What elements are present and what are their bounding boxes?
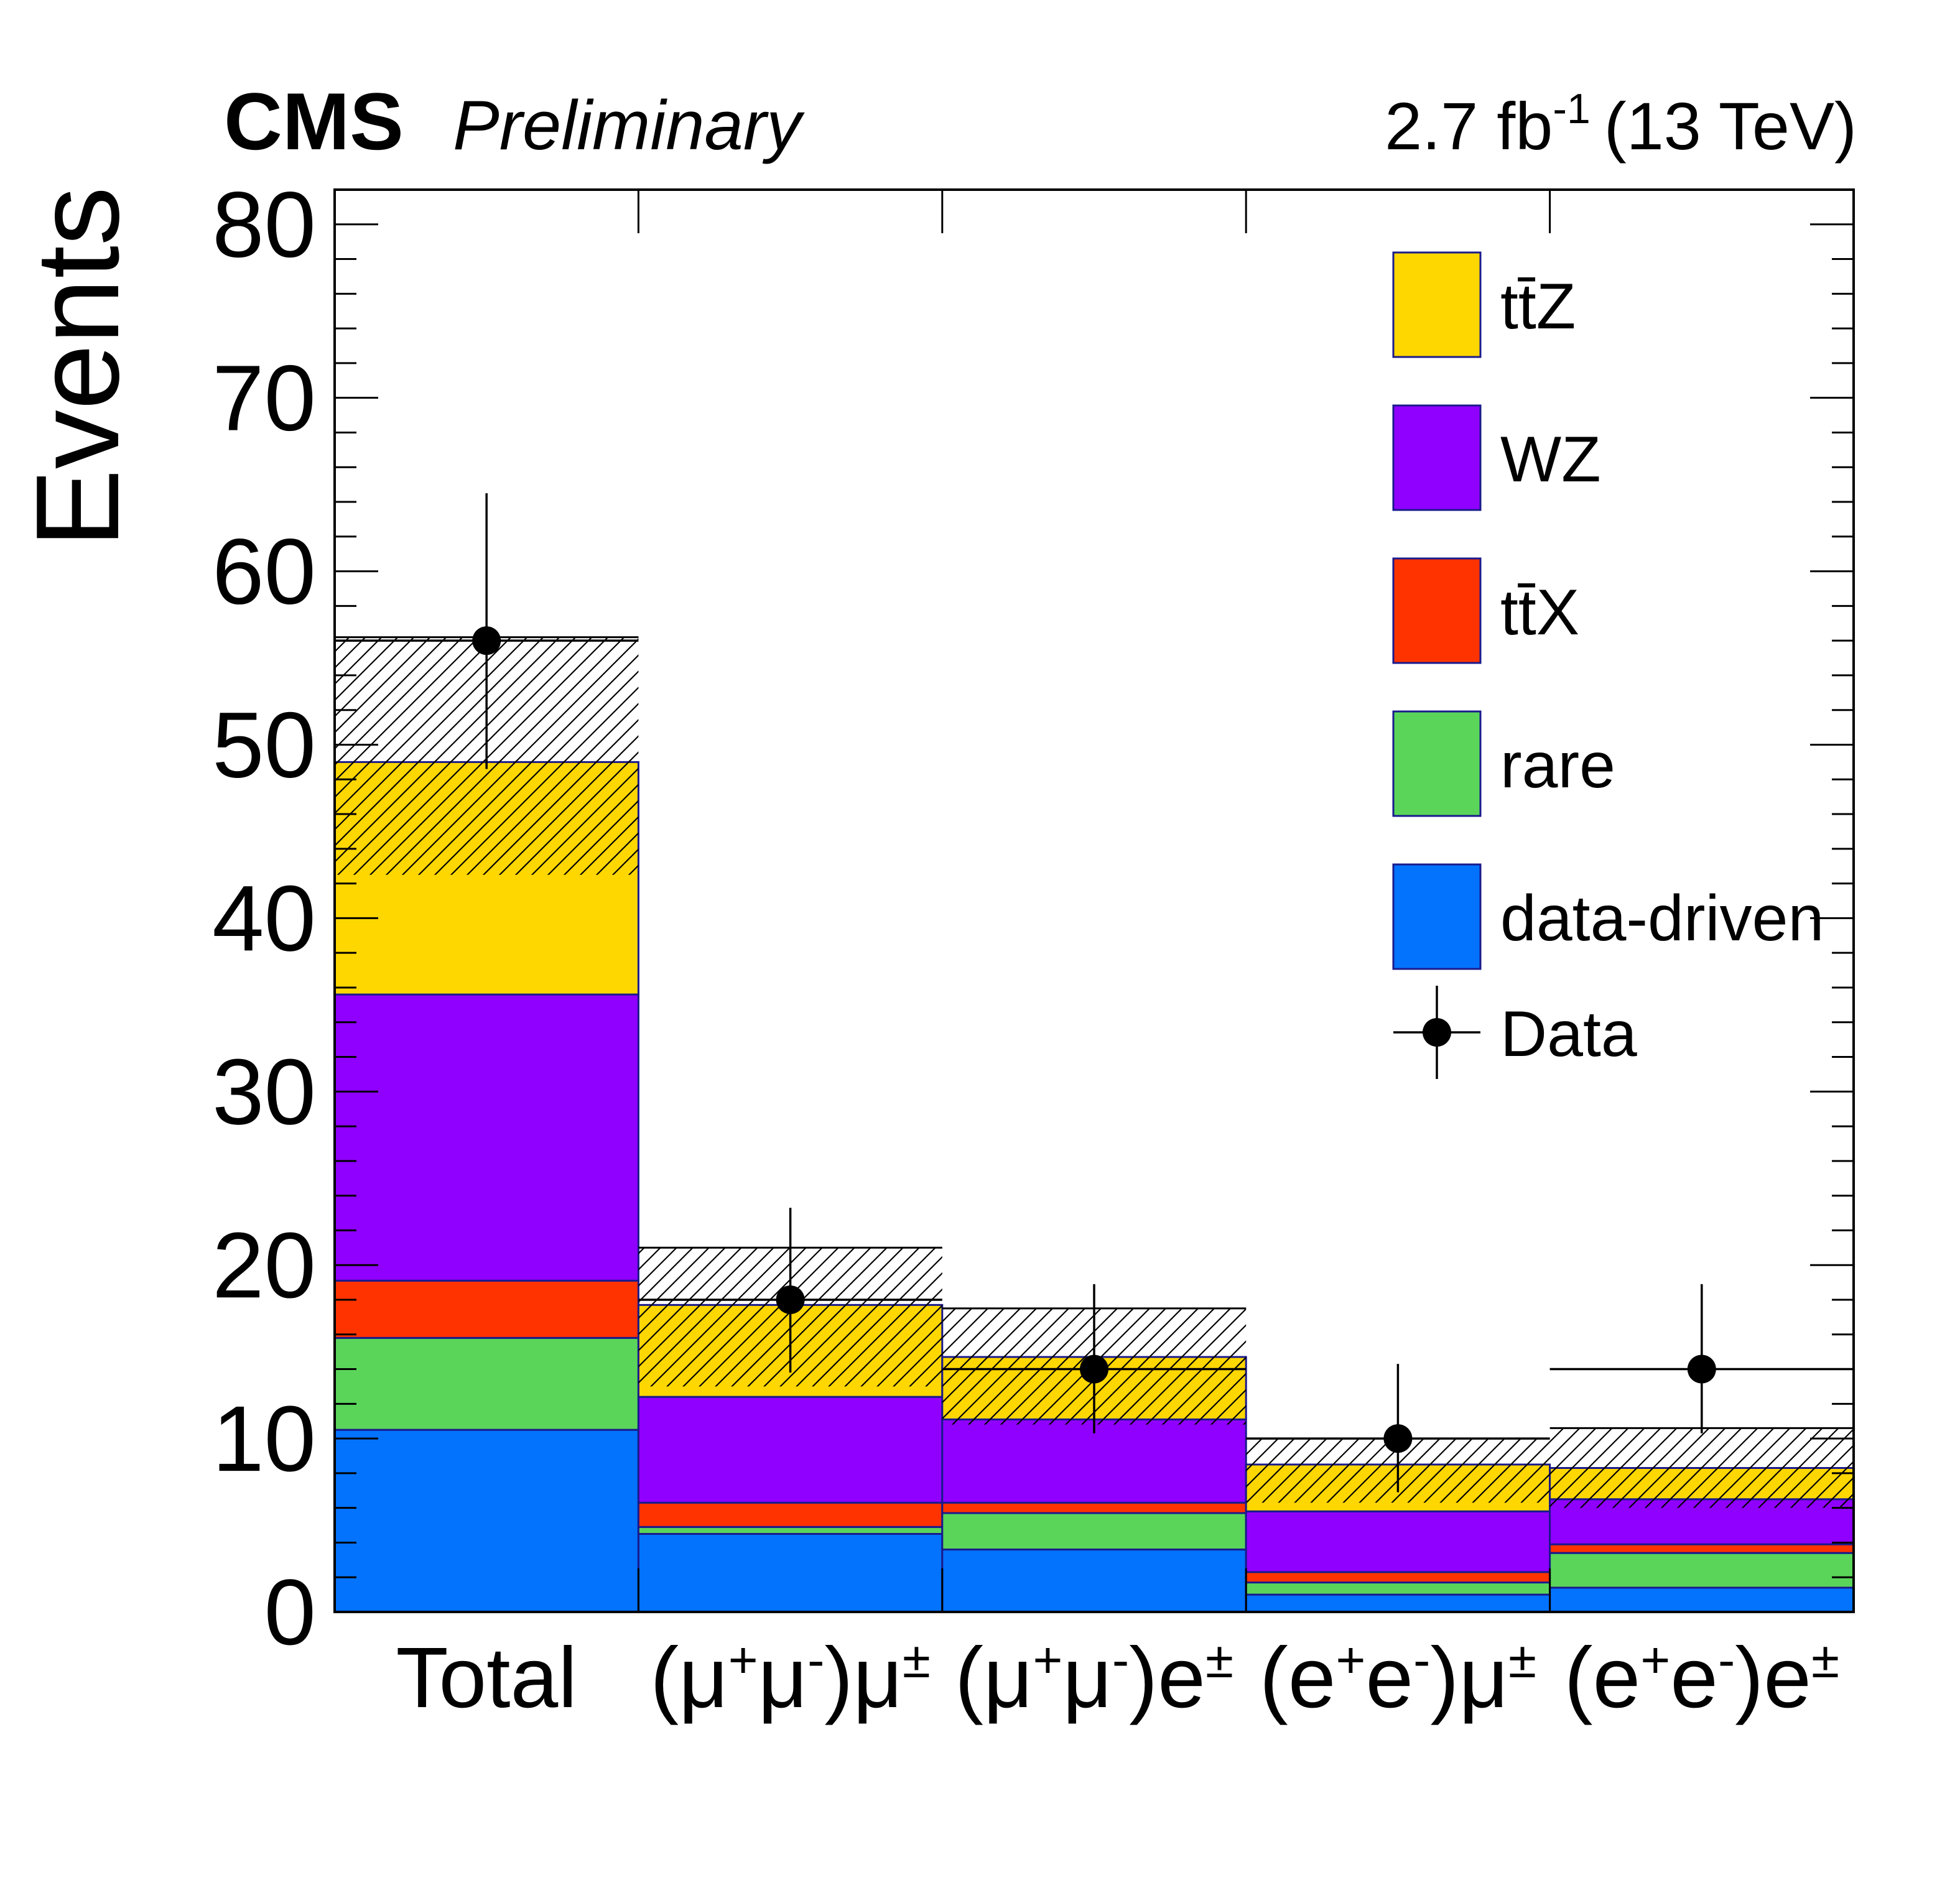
axes-frame <box>333 188 1855 1613</box>
bar-wz-total <box>333 993 639 1282</box>
bar-rare-total <box>333 1336 639 1431</box>
bar-rare-mmm <box>637 1526 944 1535</box>
legend-entry-rare: rare <box>1392 710 1615 817</box>
legend-entry-ttx: tt̄X <box>1392 557 1579 664</box>
plot-area: 0 10 20 30 40 50 60 70 80 Total (μ+μ-)μ± (μ+μ-)e± (e… <box>212 172 1855 1726</box>
legend-swatch <box>1392 710 1482 817</box>
legend-label: Data <box>1500 998 1637 1070</box>
legend-entry-data: Data <box>1393 986 1637 1079</box>
y-tick-label: 10 <box>212 1386 316 1491</box>
legend-entry-wz: WZ <box>1392 404 1601 511</box>
data-marker <box>472 626 501 655</box>
lumi-label: 2.7 fb-1 (13 TeV) <box>1385 85 1857 164</box>
legend: tt̄Z WZ tt̄X rare data-driven Data <box>1392 251 1824 1079</box>
bar-ttx-mmm <box>637 1501 944 1528</box>
bar-datadriven-mmm <box>637 1532 944 1613</box>
x-tick-label-mme: (μ+μ-)e± <box>955 1630 1233 1726</box>
legend-swatch <box>1392 557 1482 664</box>
plot-frame <box>333 188 1855 1613</box>
legend-label: tt̄Z <box>1500 271 1576 343</box>
y-tick-label: 40 <box>212 866 316 970</box>
bar-wz-eem <box>1245 1510 1551 1573</box>
y-tick-label: 50 <box>212 692 316 797</box>
status-label: Preliminary <box>453 86 805 164</box>
bar-datadriven-total <box>333 1428 639 1613</box>
y-tick-label: 20 <box>212 1213 316 1317</box>
data-point-mmm <box>638 1208 942 1373</box>
x-tick-label-eee: (e+e-)e± <box>1564 1630 1839 1726</box>
y-tick-label: 0 <box>264 1560 316 1664</box>
lumi-value: 2.7 fb <box>1385 88 1553 164</box>
data-point-total <box>335 493 639 769</box>
x-tick-label-mmm: (μ+μ-)μ± <box>650 1630 931 1726</box>
lumi-exponent: -1 <box>1553 85 1590 132</box>
legend-label: data-driven <box>1500 882 1824 955</box>
x-tick-label-eem: (e+e-)μ± <box>1260 1630 1536 1726</box>
y-tick-label: 30 <box>212 1039 316 1144</box>
uncertainty-band-eee <box>1549 1428 1854 1508</box>
legend-entry-datadriven: data-driven <box>1392 863 1824 970</box>
bar-wz-mmm <box>637 1396 944 1504</box>
axis-ticks: 0 10 20 30 40 50 60 70 80 Total (μ+μ-)μ± (μ+μ-)e± (e… <box>212 172 1854 1726</box>
bar-ttx-total <box>333 1279 639 1339</box>
legend-swatch <box>1392 251 1482 358</box>
legend-label: WZ <box>1500 424 1601 496</box>
energy-label: (13 TeV) <box>1604 88 1857 164</box>
y-axis-label: Events <box>12 187 144 548</box>
legend-swatch <box>1392 863 1482 970</box>
y-tick-label: 80 <box>212 172 316 277</box>
data-point-eee <box>1549 1284 1854 1433</box>
data-point-mme <box>942 1284 1247 1433</box>
bar-rare-mme <box>941 1512 1247 1551</box>
data-marker <box>1687 1354 1716 1384</box>
legend-label: tt̄X <box>1500 576 1579 649</box>
bar-rare-eee <box>1549 1552 1855 1589</box>
y-tick-label: 60 <box>212 519 316 624</box>
data-points <box>335 493 1854 1493</box>
bar-datadriven-eem <box>1245 1593 1551 1613</box>
bar-ttx-eee <box>1549 1543 1855 1554</box>
experiment-label: CMS <box>224 76 404 167</box>
bar-datadriven-eee <box>1549 1586 1855 1613</box>
data-marker <box>1383 1424 1413 1453</box>
bar-ttx-eem <box>1245 1571 1551 1584</box>
data-marker <box>1080 1354 1108 1384</box>
data-marker <box>776 1285 805 1314</box>
y-tick-label: 70 <box>212 346 316 450</box>
legend-label: rare <box>1500 729 1615 802</box>
x-tick-label-total: Total <box>396 1630 577 1726</box>
bar-rare-eem <box>1245 1581 1551 1596</box>
legend-entry-ttz: tt̄Z <box>1392 251 1576 358</box>
data-point-eem <box>1246 1364 1550 1493</box>
legend-marker-dot <box>1423 1018 1451 1047</box>
bar-datadriven-mme <box>941 1549 1247 1613</box>
legend-swatch <box>1392 404 1482 511</box>
bar-ttx-mme <box>941 1501 1247 1514</box>
